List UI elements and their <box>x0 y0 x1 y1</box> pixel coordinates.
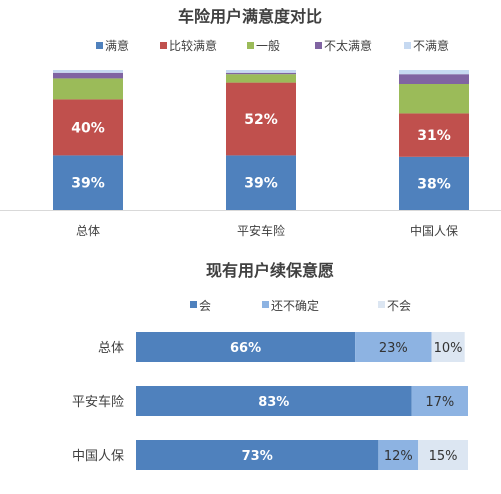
chart1-bar-segment <box>399 74 469 84</box>
chart2-data-label: 73% <box>242 449 273 464</box>
chart2-legend-swatch <box>190 301 197 308</box>
chart1-data-label: 38% <box>417 176 451 192</box>
chart1-legend-swatch <box>160 42 167 49</box>
chart1-bar-segment <box>53 99 123 156</box>
chart1-bar-segment <box>226 70 296 73</box>
chart2-data-label: 15% <box>429 449 458 464</box>
chart2-legend-label: 会 <box>199 299 211 313</box>
chart1-bar-segment <box>226 74 296 83</box>
chart1-category-label: 平安车险 <box>237 223 285 238</box>
chart1-legend-swatch <box>96 42 103 49</box>
chart2-legend-label: 还不确定 <box>271 298 319 313</box>
chart2-bar-segment <box>136 332 356 362</box>
chart2-data-label: 17% <box>425 395 454 410</box>
chart1-legend-swatch <box>247 42 254 49</box>
chart1-data-label: 39% <box>244 176 278 192</box>
chart1-legend-label: 不满意 <box>413 38 449 53</box>
chart1-bar-segment <box>399 84 469 114</box>
chart1-legend-swatch <box>315 42 322 49</box>
chart2-bar-segment <box>431 332 465 362</box>
chart2-title: 现有用户续保意愿 <box>206 261 334 280</box>
chart1-bar-segment <box>226 72 296 75</box>
chart1-data-label: 31% <box>417 128 451 144</box>
chart1-data-label: 52% <box>244 112 278 128</box>
chart1-bar-segment <box>53 78 123 100</box>
chart1-legend-label: 满意 <box>105 38 129 53</box>
chart1-bar-segment <box>226 82 296 156</box>
chart2-legend-label: 不会 <box>387 299 411 313</box>
chart2-category-label: 总体 <box>98 341 124 356</box>
chart1-data-label: 39% <box>71 176 105 192</box>
chart2-bar-segment <box>411 386 468 416</box>
chart1-bar-segment <box>226 155 296 210</box>
chart1-bar-segment <box>53 155 123 210</box>
chart2-legend-swatch <box>378 301 385 308</box>
chart2-data-label: 83% <box>258 395 289 410</box>
chart2-data-label: 12% <box>384 449 413 464</box>
chart1-bar-segment <box>399 113 469 157</box>
chart1-category-label: 总体 <box>76 224 100 238</box>
chart1-bar-segment <box>53 70 123 73</box>
chart2-bar-segment <box>136 386 412 416</box>
chart1-legend-label: 不太满意 <box>324 38 372 53</box>
chart1-legend-label: 一般 <box>256 38 280 53</box>
chart1-category-label: 中国人保 <box>410 223 458 238</box>
chart2-bar-segment <box>355 332 432 362</box>
chart1-legend-swatch <box>404 42 411 49</box>
chart2-legend-swatch <box>262 301 269 308</box>
chart2-data-label: 10% <box>434 341 463 356</box>
chart1-legend-label: 比较满意 <box>169 38 217 53</box>
chart1-title: 车险用户满意度对比 <box>178 7 322 26</box>
chart1-bar-segment <box>399 156 469 210</box>
chart1-bar-segment <box>53 72 123 79</box>
chart2-category-label: 中国人保 <box>72 449 124 464</box>
chart2-data-label: 23% <box>379 341 408 356</box>
chart2-data-label: 66% <box>230 341 261 356</box>
chart2-bar-segment <box>136 440 379 470</box>
chart1-data-label: 40% <box>71 120 105 136</box>
chart2-bar-segment <box>378 440 419 470</box>
chart1-bar-segment <box>399 70 469 75</box>
chart2-bar-segment <box>418 440 468 470</box>
chart2-category-label: 平安车险 <box>72 394 124 410</box>
